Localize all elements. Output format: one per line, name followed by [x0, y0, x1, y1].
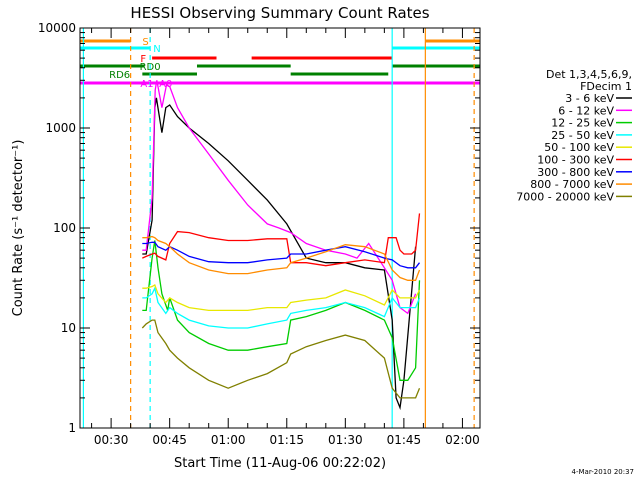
y-tick-label: 1 [68, 421, 76, 435]
legend-label: 100 - 300 keV [537, 154, 614, 167]
legend-label: 300 - 800 keV [537, 166, 614, 179]
series-line [142, 283, 421, 312]
flag-label-rd0: RD0 [140, 62, 161, 73]
flag-label-s: S [142, 37, 148, 48]
x-tick-label: 00:30 [94, 433, 129, 447]
x-axis-label: Start Time (11-Aug-06 00:22:02) [174, 456, 386, 471]
series-line [142, 213, 421, 267]
legend-header: Det 1,3,4,5,6,9, [546, 68, 632, 81]
footer-timestamp: 4-Mar-2010 20:37 [571, 468, 634, 476]
legend-label: 7000 - 20000 keV [516, 190, 614, 203]
legend-label: 6 - 12 keV [558, 104, 614, 117]
flag-label-n: N [153, 44, 160, 55]
chart-title: HESSI Observing Summary Count Rates [130, 4, 429, 22]
series-line [142, 286, 421, 329]
x-tick-label: 01:45 [387, 433, 422, 447]
series-line [142, 80, 417, 315]
x-tick-label: 01:15 [269, 433, 304, 447]
y-tick-label: 10000 [38, 21, 76, 35]
series-line [142, 241, 421, 269]
x-tick-label: 00:45 [152, 433, 187, 447]
series-line [142, 235, 421, 281]
legend-label: 800 - 7000 keV [530, 178, 614, 191]
flag-label-f: F [140, 54, 146, 65]
legend-header: FDecim 1 [580, 80, 632, 93]
y-tick-label: 100 [53, 221, 76, 235]
legend-label: 12 - 25 keV [551, 117, 614, 130]
y-tick-label: 1000 [45, 121, 76, 135]
x-tick-label: 02:00 [445, 433, 480, 447]
y-axis-label: Count Rate (s⁻¹ detector⁻¹) [11, 140, 26, 317]
series-line [142, 97, 417, 411]
series-line [142, 240, 421, 381]
y-tick-label: 10 [61, 321, 76, 335]
x-tick-label: 01:00 [211, 433, 246, 447]
x-tick-label: 01:30 [328, 433, 363, 447]
series-line [141, 319, 421, 399]
flag-label-rd6: RD6 [109, 70, 130, 81]
attenuator-label: A0 [159, 79, 172, 90]
flag-label-a1: A1 [140, 79, 153, 90]
legend-label: 25 - 50 keV [551, 129, 614, 142]
legend-label: 3 - 6 keV [565, 92, 614, 105]
legend-label: 50 - 100 keV [544, 141, 614, 154]
